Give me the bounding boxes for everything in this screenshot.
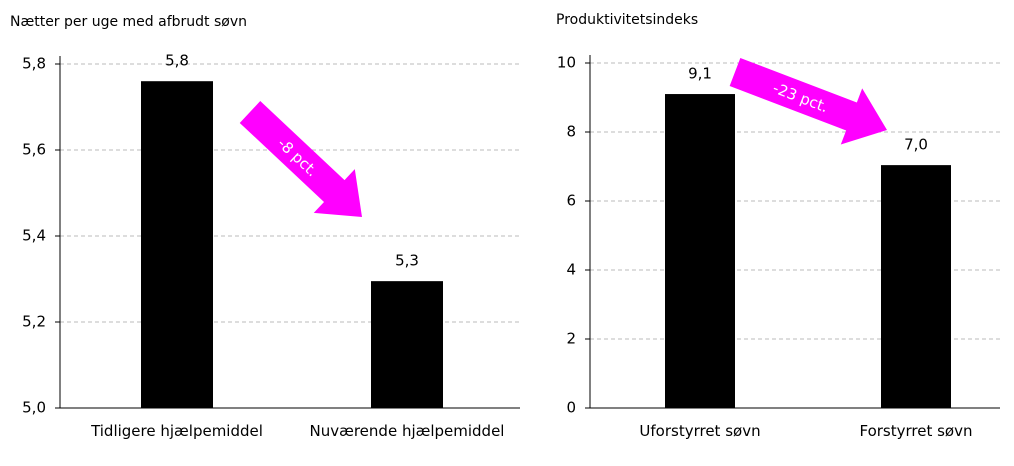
- x-tick-label: Nuværende hjælpemiddel: [309, 422, 505, 440]
- bar: [371, 281, 443, 408]
- y-tick-label: 5,6: [22, 141, 46, 159]
- arrow: -23 pct.: [729, 57, 888, 145]
- bar: [665, 94, 735, 409]
- bar: [141, 81, 213, 408]
- data-label: 5,3: [395, 252, 419, 270]
- x-tick-label-text: Forstyrret søvn: [859, 422, 973, 440]
- x-tick-label: Forstyrret søvn: [859, 422, 973, 440]
- y-tick-label: 0: [566, 399, 576, 417]
- y-tick-label: 10: [557, 54, 576, 72]
- y-tick-label: 5,0: [22, 399, 46, 417]
- y-tick-label: 8: [566, 123, 576, 141]
- y-tick-label: 5,8: [22, 55, 46, 73]
- x-tick-label: Uforstyrret søvn: [639, 422, 761, 440]
- x-tick-label: Tidligere hjælpemiddel: [91, 422, 263, 440]
- x-tick-label-text: Uforstyrret søvn: [639, 422, 761, 440]
- data-label: 9,1: [688, 65, 712, 83]
- bar: [881, 165, 951, 408]
- arrow: -8 pct.: [239, 101, 363, 218]
- chart-title: Produktivitetsindeks: [556, 12, 698, 28]
- y-tick-label: 6: [566, 192, 576, 210]
- arrow-shape: [239, 101, 363, 218]
- chart-title: Nætter per uge med afbrudt søvn: [10, 14, 247, 30]
- y-tick-label: 5,2: [22, 313, 46, 331]
- y-tick-label: 2: [566, 330, 576, 348]
- x-tick-label-text: Nuværende hjælpemiddel: [309, 422, 505, 440]
- x-tick-label-text: Tidligere hjælpemiddel: [91, 422, 263, 440]
- data-label: 5,8: [165, 52, 189, 70]
- arrow-shape: [729, 57, 888, 145]
- data-label: 7,0: [904, 136, 928, 154]
- y-tick-label: 5,4: [22, 227, 46, 245]
- y-tick-label: 4: [566, 261, 576, 279]
